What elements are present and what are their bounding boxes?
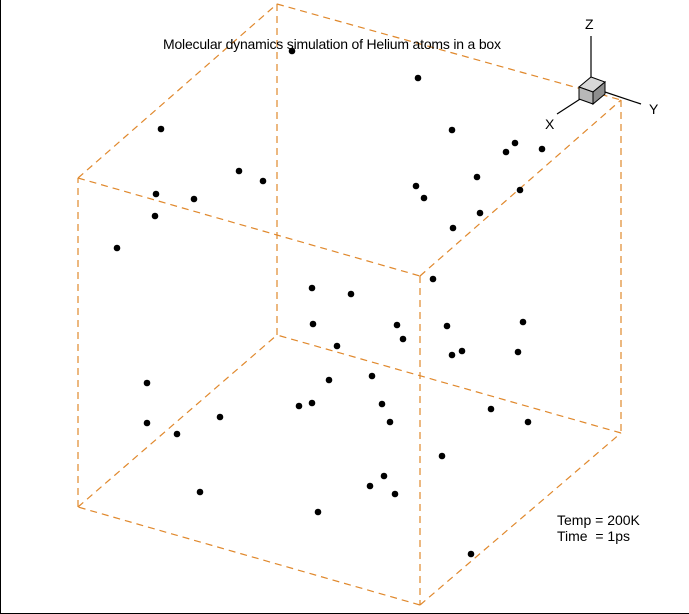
helium-atom (391, 490, 399, 498)
helium-atom (448, 351, 456, 359)
helium-atom (308, 284, 316, 292)
helium-atom (420, 194, 428, 202)
helium-atom (190, 195, 198, 203)
helium-atom (443, 322, 451, 330)
box-edge (419, 432, 622, 606)
x-axis-label: X (545, 116, 555, 132)
helium-atom (347, 290, 355, 298)
helium-atom (196, 488, 204, 496)
box-edge (276, 3, 622, 101)
box-edge (276, 334, 622, 434)
helium-atom (448, 126, 456, 134)
helium-atom (386, 418, 394, 426)
helium-atom (113, 244, 121, 252)
helium-atom (412, 182, 420, 190)
helium-atom (438, 452, 446, 460)
helium-atom (414, 74, 422, 82)
helium-atom (516, 186, 524, 194)
helium-atom (378, 400, 386, 408)
cube-side-face (592, 80, 606, 106)
simulation-box (77, 3, 622, 606)
helium-atom (449, 224, 457, 232)
box-edge (77, 3, 278, 179)
helium-atom (514, 348, 522, 356)
z-axis-label: Z (585, 16, 594, 32)
helium-atom (308, 399, 316, 407)
helium-atom (538, 145, 546, 153)
helium-atom (325, 376, 333, 384)
temperature-readout: Temp = 200K (557, 512, 640, 528)
helium-atom (429, 275, 437, 283)
helium-atom (152, 190, 160, 198)
helium-atom (476, 209, 484, 217)
axes-triad (556, 36, 642, 115)
helium-atom (143, 379, 151, 387)
helium-atom (393, 321, 401, 329)
helium-atom (519, 318, 527, 326)
helium-atom (295, 402, 303, 410)
plot-title: Molecular dynamics simulation of Helium … (163, 36, 501, 52)
helium-atom (288, 47, 296, 55)
helium-atom (473, 173, 481, 181)
box-edge (77, 334, 278, 508)
helium-atom (368, 372, 376, 380)
helium-atom (366, 482, 374, 490)
helium-atom (157, 125, 165, 133)
helium-atom (333, 342, 341, 350)
helium-atom (511, 139, 519, 147)
helium-atom (173, 430, 181, 438)
box-edge (77, 177, 421, 277)
helium-atom (259, 177, 267, 185)
helium-atom (143, 419, 151, 427)
helium-atom (524, 418, 532, 426)
helium-atom (380, 472, 388, 480)
time-readout: Time = 1ps (557, 528, 631, 544)
y-axis-label: Y (649, 101, 659, 117)
atom-layer (113, 47, 546, 558)
helium-atom (314, 508, 322, 516)
helium-atom (235, 167, 243, 175)
helium-atom (467, 550, 475, 558)
helium-atom (502, 148, 510, 156)
helium-atom (216, 413, 224, 421)
helium-atom (487, 405, 495, 413)
helium-atom (458, 347, 466, 355)
helium-atom (309, 320, 317, 328)
box-edge (77, 506, 421, 606)
helium-atom (151, 212, 159, 220)
helium-atom (399, 335, 407, 343)
